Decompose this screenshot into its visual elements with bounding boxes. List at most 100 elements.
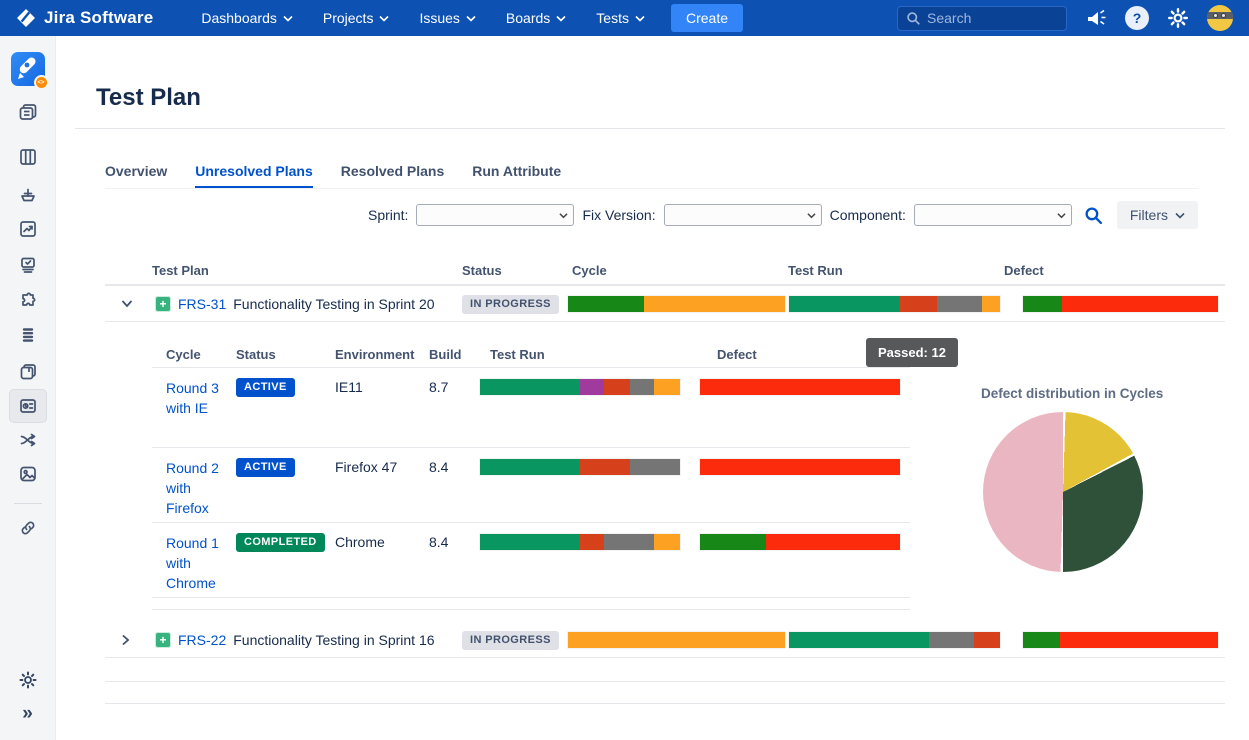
project-rocket-icon: <>: [11, 52, 45, 86]
nav-issues[interactable]: Issues: [419, 10, 475, 26]
row-separator: [105, 681, 1225, 682]
sidebar-item-add-ons[interactable]: [14, 286, 42, 314]
filters-button[interactable]: Filters: [1117, 201, 1198, 229]
main-content: Test Plan Overview Unresolved Plans Reso…: [56, 36, 1249, 740]
cycle-defect-bar[interactable]: [700, 534, 900, 550]
sidebar-item-pages[interactable]: [14, 358, 42, 386]
subcol-status: Status: [236, 347, 276, 362]
sidebar-item-board[interactable]: [14, 143, 42, 171]
bar-segment: [1062, 296, 1218, 312]
sidebar-item-test-sessions[interactable]: [14, 251, 42, 279]
sidebar-item-queues[interactable]: [14, 321, 42, 349]
tab-unresolved-plans[interactable]: Unresolved Plans: [195, 163, 313, 188]
sidebar-settings[interactable]: [14, 666, 42, 694]
bar-segment: [789, 632, 929, 648]
create-button[interactable]: Create: [671, 4, 743, 32]
collapse-chevron-icon[interactable]: [121, 299, 133, 308]
apply-filter-search-icon[interactable]: [1084, 206, 1103, 225]
bar-segment: [700, 459, 900, 475]
defect-progress-bar[interactable]: [1023, 296, 1218, 312]
cycle-progress-bar[interactable]: [568, 632, 785, 648]
cycle-link[interactable]: Round 1 with Chrome: [166, 533, 230, 593]
nav-projects[interactable]: Projects: [323, 10, 390, 26]
testrun-progress-bar[interactable]: [789, 632, 1000, 648]
bar-segment: [654, 534, 680, 550]
user-avatar[interactable]: [1207, 5, 1233, 31]
title-divider: [75, 128, 1225, 129]
cycle-status-badge: ACTIVE: [236, 378, 295, 397]
bar-segment: [480, 459, 580, 475]
search-input[interactable]: [927, 10, 1047, 26]
sidebar-item-releases[interactable]: [14, 181, 42, 209]
sidebar-item-media[interactable]: [14, 460, 42, 488]
defect-distribution-pie-chart[interactable]: [983, 412, 1143, 572]
plan-key-link[interactable]: FRS-31: [178, 296, 226, 312]
bar-segment: [900, 296, 937, 312]
tab-overview[interactable]: Overview: [105, 163, 167, 188]
fix-version-select[interactable]: [664, 204, 822, 226]
bar-segment: [644, 296, 785, 312]
pie-chart-title: Defect distribution in Cycles: [981, 386, 1163, 401]
cycle-testrun-bar[interactable]: [480, 379, 680, 395]
global-search[interactable]: [897, 6, 1067, 31]
bar-segment: [929, 632, 973, 648]
bar-segment: [630, 379, 654, 395]
plan-row-frs-31: + FRS-31 Functionality Testing in Sprint…: [105, 286, 1225, 322]
tab-resolved-plans[interactable]: Resolved Plans: [341, 163, 445, 188]
testrun-progress-bar[interactable]: [789, 296, 1000, 312]
announcements-megaphone-icon[interactable]: [1085, 8, 1107, 28]
jira-logo[interactable]: Jira Software: [16, 8, 153, 28]
settings-gear-icon[interactable]: [1167, 7, 1189, 29]
sidebar-item-shuffle[interactable]: [14, 426, 42, 454]
sidebar-item-backlog[interactable]: [14, 98, 42, 126]
bar-segment: [700, 379, 900, 395]
subcol-defect: Defect: [717, 347, 757, 362]
cycle-defect-bar[interactable]: [700, 379, 900, 395]
fix-version-label: Fix Version:: [582, 207, 655, 223]
bar-segment: [1023, 296, 1062, 312]
cycle-status-badge: ACTIVE: [236, 458, 295, 477]
bar-segment: [974, 632, 1000, 648]
bar-segment: [1060, 632, 1218, 648]
bar-segment: [700, 534, 766, 550]
cycle-link[interactable]: Round 3 with IE: [166, 378, 230, 418]
cycle-testrun-bar[interactable]: [480, 534, 680, 550]
releases-ship-icon: [18, 185, 38, 205]
sprint-select[interactable]: [416, 204, 574, 226]
sidebar-item-reports[interactable]: [14, 215, 42, 243]
tab-run-attribute[interactable]: Run Attribute: [472, 163, 561, 188]
defect-progress-bar[interactable]: [1023, 632, 1218, 648]
chevron-down-icon: [466, 15, 476, 22]
report-card-icon: [18, 396, 38, 416]
bar-segment: [982, 296, 1000, 312]
col-test-plan: Test Plan: [152, 263, 209, 278]
test-plan-issue-icon: +: [155, 296, 171, 312]
pages-icon: [18, 362, 38, 382]
cycle-progress-bar[interactable]: [568, 296, 785, 312]
nav-dashboards[interactable]: Dashboards: [201, 10, 293, 26]
cycle-row-round-3: Round 3 with IE ACTIVE IE11 8.7: [152, 368, 910, 448]
component-select[interactable]: [914, 204, 1072, 226]
sidebar-item-test-plan-report[interactable]: [10, 390, 46, 422]
nav-tests[interactable]: Tests: [596, 10, 645, 26]
code-badge-icon: <>: [34, 75, 49, 90]
plan-title: + FRS-22 Functionality Testing in Sprint…: [155, 622, 435, 657]
project-avatar[interactable]: <>: [11, 52, 45, 86]
sidebar-item-link[interactable]: [14, 514, 42, 542]
sidebar-divider: [14, 503, 42, 504]
gear-icon: [18, 670, 38, 690]
status-badge: IN PROGRESS: [462, 295, 559, 314]
bar-segment: [604, 534, 654, 550]
expand-chevron-icon[interactable]: [121, 634, 130, 646]
plan-key-link[interactable]: FRS-22: [178, 632, 226, 648]
sidebar-expand-collapse[interactable]: »: [14, 699, 42, 727]
cycle-link[interactable]: Round 2 with Firefox: [166, 458, 230, 518]
subcol-build: Build: [429, 347, 462, 362]
cycle-testrun-bar[interactable]: [480, 459, 680, 475]
cycle-defect-bar[interactable]: [700, 459, 900, 475]
bar-segment: [568, 296, 644, 312]
bar-segment: [580, 379, 604, 395]
nav-boards[interactable]: Boards: [506, 10, 566, 26]
help-icon[interactable]: ?: [1125, 6, 1149, 30]
bar-segment: [789, 296, 900, 312]
